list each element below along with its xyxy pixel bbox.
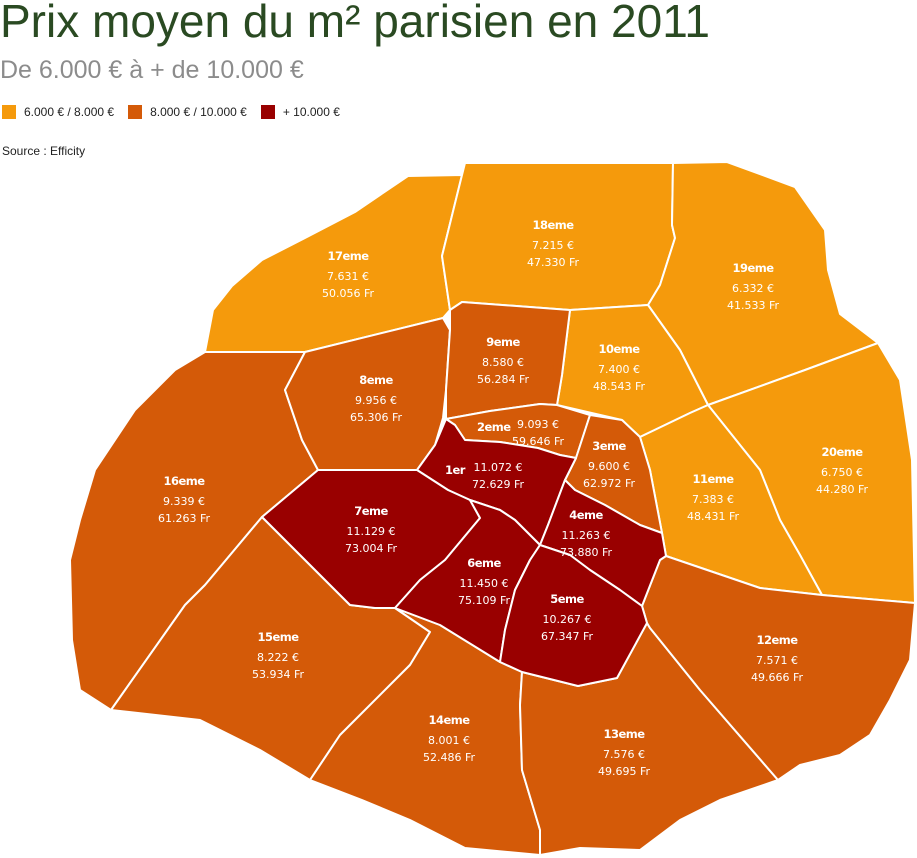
legend-swatch-mid: [128, 105, 143, 119]
arr-20eme-price-eur: 6.750 €: [821, 466, 863, 479]
arr-19eme-price-fr: 41.533 Fr: [727, 299, 780, 312]
legend: 6.000 € / 8.000 € 8.000 € / 10.000 € + 1…: [2, 105, 354, 119]
arr-1er-name: 1er: [445, 463, 466, 477]
arr-6eme-price-fr: 75.109 Fr: [458, 594, 511, 607]
arr-7eme-name: 7eme: [354, 504, 388, 518]
arr-18-shape[interactable]: [441, 162, 676, 311]
arr-11eme-price-eur: 7.383 €: [692, 493, 734, 506]
arr-6eme-name: 6eme: [467, 556, 501, 570]
arr-13eme-price-fr: 49.695 Fr: [598, 765, 651, 778]
arr-14eme-price-eur: 8.001 €: [428, 734, 470, 747]
arr-14eme-price-fr: 52.486 Fr: [423, 751, 476, 764]
arr-9eme-price-fr: 56.284 Fr: [477, 373, 530, 386]
arr-19eme-price-eur: 6.332 €: [732, 282, 774, 295]
arr-18eme-price-eur: 7.215 €: [532, 239, 574, 252]
arr-15eme-name: 15eme: [257, 630, 299, 644]
arr-14eme-name: 14eme: [428, 713, 470, 727]
arr-15eme-price-eur: 8.222 €: [257, 651, 299, 664]
arr-11eme-name: 11eme: [692, 472, 734, 486]
legend-label-high: + 10.000 €: [282, 105, 340, 119]
arr-17eme-price-fr: 50.056 Fr: [322, 287, 375, 300]
arr-15eme-price-fr: 53.934 Fr: [252, 668, 305, 681]
arr-2eme-price-eur: 9.093 €: [517, 418, 559, 431]
legend-item-high: + 10.000 €: [260, 105, 340, 119]
legend-item-mid: 8.000 € / 10.000 €: [128, 105, 247, 119]
source-note: Source : Efficity: [2, 144, 86, 158]
arr-10eme-name: 10eme: [598, 342, 640, 356]
arr-2eme-price-fr: 59.646 Fr: [512, 435, 565, 448]
legend-item-low: 6.000 € / 8.000 €: [2, 105, 114, 119]
arr-4eme-price-eur: 11.263 €: [562, 529, 611, 542]
legend-label-mid: 8.000 € / 10.000 €: [150, 105, 247, 119]
arr-12eme-price-eur: 7.571 €: [756, 654, 798, 667]
arr-8eme-price-fr: 65.306 Fr: [350, 411, 403, 424]
legend-label-low: 6.000 € / 8.000 €: [24, 105, 115, 119]
arr-1er-price-fr: 72.629 Fr: [472, 478, 525, 491]
arr-16eme-name: 16eme: [163, 474, 205, 488]
arr-19eme-name: 19eme: [732, 261, 774, 275]
map-title: Prix moyen du m² parisien en 2011: [0, 0, 710, 47]
arr-10eme-price-fr: 48.543 Fr: [593, 380, 646, 393]
legend-swatch-high: [260, 105, 275, 119]
arr-7eme-price-fr: 73.004 Fr: [345, 542, 398, 555]
arr-5eme-name: 5eme: [550, 592, 584, 606]
arr-9eme-name: 9eme: [486, 335, 520, 349]
arr-3eme-price-eur: 9.600 €: [588, 460, 630, 473]
arr-9eme-price-eur: 8.580 €: [482, 356, 524, 369]
arr-4eme-price-fr: 73.880 Fr: [560, 546, 613, 559]
arr-10eme-price-eur: 7.400 €: [598, 363, 640, 376]
arr-16eme-price-fr: 61.263 Fr: [158, 512, 211, 525]
arr-13eme-price-eur: 7.576 €: [603, 748, 645, 761]
arr-17eme-name: 17eme: [327, 249, 369, 263]
arr-1er-price-eur: 11.072 €: [474, 461, 523, 474]
arr-18eme-price-fr: 47.330 Fr: [527, 256, 580, 269]
arr-12eme-price-fr: 49.666 Fr: [751, 671, 804, 684]
arr-5eme-price-fr: 67.347 Fr: [541, 630, 594, 643]
arr-13eme-name: 13eme: [603, 727, 645, 741]
arr-4eme-name: 4eme: [569, 508, 603, 522]
legend-swatch-low: [2, 105, 16, 119]
arr-20eme-name: 20eme: [821, 445, 863, 459]
arr-12eme-name: 12eme: [756, 633, 798, 647]
arr-5-shape[interactable]: [499, 544, 648, 687]
arr-16eme-price-eur: 9.339 €: [163, 495, 205, 508]
arr-7eme-price-eur: 11.129 €: [347, 525, 396, 538]
arr-20eme-price-fr: 44.280 Fr: [816, 483, 869, 496]
arr-6eme-price-eur: 11.450 €: [460, 577, 509, 590]
arr-5eme-price-eur: 10.267 €: [543, 613, 592, 626]
arr-3eme-name: 3eme: [592, 439, 626, 453]
arr-3eme-price-fr: 62.972 Fr: [583, 477, 636, 490]
arr-11eme-price-fr: 48.431 Fr: [687, 510, 740, 523]
arr-8eme-price-eur: 9.956 €: [355, 394, 397, 407]
map-subtitle: De 6.000 € à + de 10.000 €: [0, 56, 304, 84]
arr-18eme-name: 18eme: [532, 218, 574, 232]
arr-8eme-name: 8eme: [359, 373, 393, 387]
arr-2eme-name: 2eme: [477, 420, 511, 434]
arr-17eme-price-eur: 7.631 €: [327, 270, 369, 283]
